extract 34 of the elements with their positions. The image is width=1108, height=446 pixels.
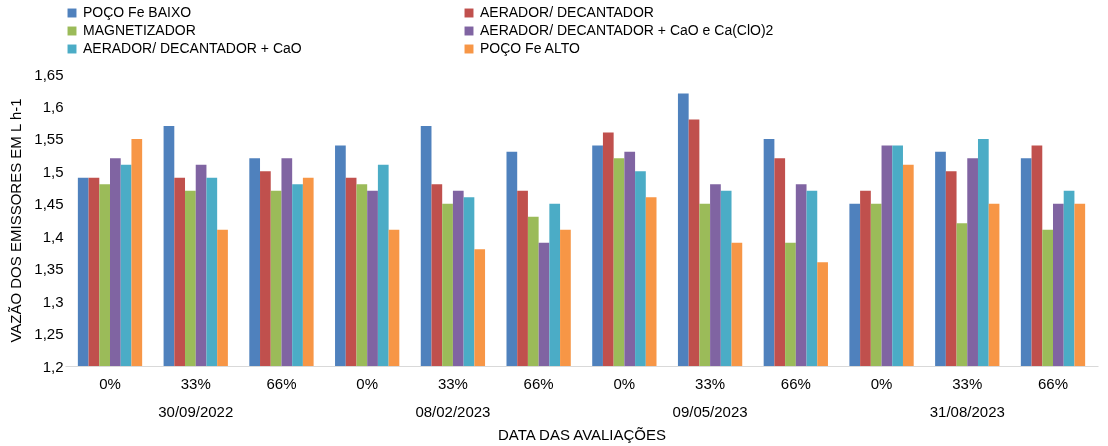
y-tick-label: 1,5 [42,162,64,180]
y-tick-label: 1,45 [34,195,64,213]
legend-label: POÇO Fe BAIXO [83,4,192,20]
legend-label: POÇO Fe ALTO [480,40,580,56]
text: 31/08/2023 [929,403,1005,420]
text: 08/02/2023 [415,403,491,420]
x-tick-label: 0% [870,374,893,392]
y-tick-label: 1,2 [42,357,64,375]
y-tick-label: 1,4 [42,227,64,245]
x-tick-label: 33% [952,374,983,392]
text: 09/05/2023 [672,403,748,420]
x-tick-label: 33% [437,374,468,392]
legend-label: AERADOR/ DECANTADOR + CaO e Ca(ClO)2 [480,22,774,38]
y-axis-title: VAZÃO DOS EMISSORES EM L h-1 [7,98,25,343]
x-tick-label: 66% [523,374,554,392]
x-tick-label: 0% [356,374,379,392]
x-tick-label: 66% [266,374,297,392]
x-tick-label: 0% [99,374,121,392]
x-tick-label: 66% [1037,374,1069,392]
x-axis-title: DATA DAS AVALIAÇÕES [497,425,667,443]
x-tick-label: 66% [780,374,811,392]
y-tick-label: 1,35 [34,260,64,278]
legend-label: AERADOR/ DECANTADOR + CaO [83,40,302,56]
x-tick-label: 33% [180,374,211,392]
y-tick-label: 1,55 [34,130,64,148]
x-tick-label: 33% [695,374,726,392]
legend-label: MAGNETIZADOR [83,22,196,38]
y-tick-label: 1,6 [42,97,64,115]
y-tick-label: 1,3 [42,292,64,310]
y-tick-label: 1,25 [34,325,64,343]
x-tick-label: 0% [613,374,636,392]
y-tick-label: 1,65 [34,65,64,83]
legend-label: AERADOR/ DECANTADOR [480,4,654,20]
text: 30/09/2022 [158,403,234,420]
